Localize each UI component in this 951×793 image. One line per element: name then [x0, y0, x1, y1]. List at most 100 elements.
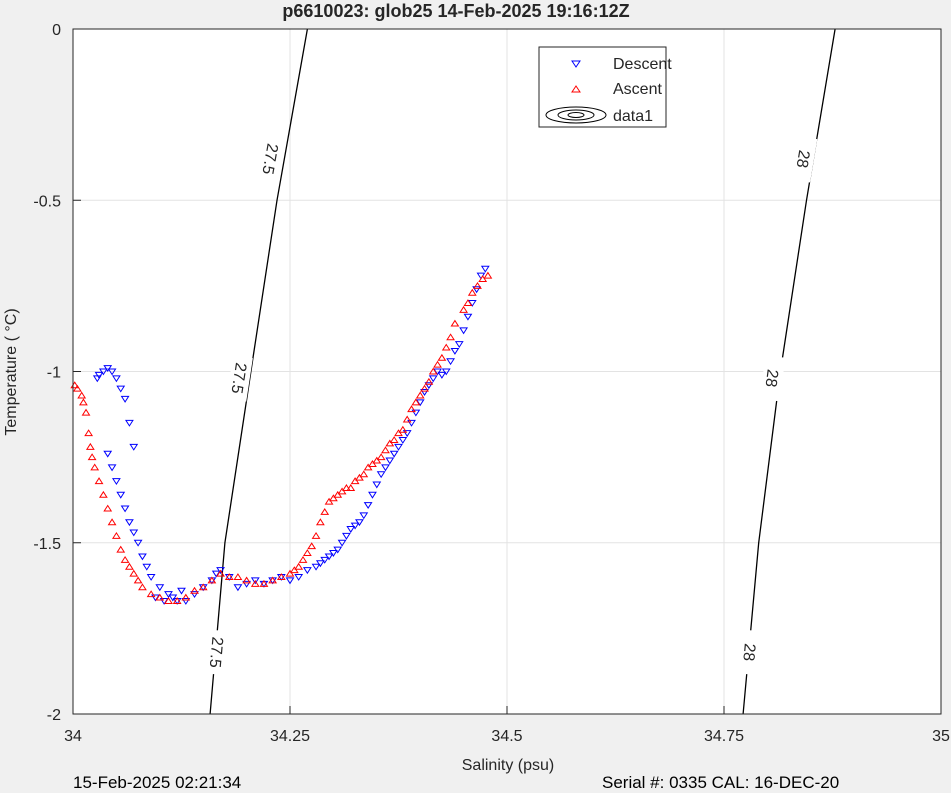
- data-point: [116, 545, 126, 553]
- contour-label-bg: [226, 355, 253, 402]
- legend-marker-contour: [545, 106, 607, 124]
- data-point: [407, 419, 416, 427]
- data-point: [190, 591, 199, 599]
- y-tick-label: -1.5: [33, 536, 61, 553]
- data-point: [389, 450, 399, 458]
- x-tick-label: 34: [64, 728, 82, 745]
- data-point: [302, 567, 312, 575]
- contour-label: 28: [739, 643, 758, 662]
- data-point: [385, 457, 395, 465]
- data-point: [437, 353, 447, 361]
- contour-line: [209, 28, 309, 715]
- data-point: [355, 519, 364, 527]
- data-point: [177, 587, 186, 595]
- data-point: [302, 549, 312, 557]
- data-point: [116, 385, 126, 393]
- data-point: [142, 563, 152, 571]
- legend-marker-ascent: [571, 85, 581, 93]
- data-point: [394, 443, 403, 451]
- data-point: [359, 470, 369, 478]
- data-point: [285, 569, 295, 577]
- data-point: [415, 391, 425, 399]
- data-point: [372, 481, 382, 489]
- contour-label: 27.5: [258, 142, 280, 176]
- data-point: [87, 453, 97, 461]
- data-point: [155, 584, 165, 592]
- data-point: [111, 478, 121, 486]
- data-point: [289, 566, 299, 574]
- grid-lines: [73, 29, 941, 714]
- data-point: [394, 429, 403, 437]
- data-point: [94, 477, 104, 485]
- footer-serial: Serial #: 0335 CAL: 16-DEC-20: [602, 773, 840, 792]
- data-point: [107, 518, 117, 526]
- data-point: [337, 539, 347, 547]
- data-point: [181, 597, 191, 605]
- data-point: [81, 408, 91, 416]
- y-tick-label: -2: [47, 707, 61, 724]
- data-point: [207, 576, 217, 584]
- data-point: [116, 491, 126, 499]
- data-point: [294, 574, 304, 581]
- data-point: [333, 490, 343, 498]
- data-point: [450, 319, 460, 327]
- x-axis-label: Salinity (psu): [462, 757, 554, 774]
- data-point: [250, 577, 260, 585]
- y-tick-label: 0: [52, 22, 61, 39]
- data-point: [242, 576, 252, 584]
- data-point: [168, 594, 178, 602]
- data-point: [146, 574, 156, 581]
- legend-label-descent: Descent: [613, 56, 672, 73]
- data-point: [342, 484, 351, 491]
- data-point: [428, 367, 438, 375]
- data-point: [315, 560, 325, 568]
- data-point: [103, 504, 113, 512]
- data-point: [368, 460, 377, 467]
- data-point: [411, 409, 421, 417]
- data-point: [125, 419, 134, 427]
- data-point: [324, 497, 334, 505]
- data-point: [320, 556, 330, 564]
- contour-label-bg: [759, 355, 786, 402]
- data-point: [79, 398, 88, 406]
- data-point: [198, 583, 208, 591]
- data-point: [346, 484, 356, 491]
- data-point: [350, 477, 360, 485]
- data-point: [233, 573, 243, 580]
- data-point: [446, 358, 455, 366]
- data-point: [350, 522, 360, 530]
- data-point: [333, 546, 343, 554]
- legend-box: [538, 46, 667, 128]
- data-point: [359, 512, 369, 520]
- legend-label-ascent: Ascent: [613, 81, 662, 98]
- data-point: [250, 579, 260, 587]
- data-point: [398, 425, 408, 433]
- data-point: [328, 494, 338, 502]
- contour-label-bg: [738, 629, 762, 676]
- data-point: [381, 446, 390, 454]
- chart-title: p6610023: glob25 14-Feb-2025 19:16:12Z: [282, 1, 629, 21]
- data-point: [424, 377, 434, 385]
- data-point: [454, 341, 464, 349]
- data-point: [103, 365, 113, 373]
- data-point: [92, 375, 102, 383]
- data-point: [224, 573, 234, 580]
- data-point: [285, 577, 295, 585]
- data-point: [446, 333, 455, 341]
- data-point: [402, 415, 412, 423]
- data-point: [111, 531, 121, 539]
- data-point: [155, 593, 165, 601]
- data-point: [84, 429, 94, 437]
- data-point: [480, 265, 490, 273]
- data-point: [107, 368, 117, 376]
- data-point: [98, 368, 108, 376]
- data-point: [441, 343, 451, 351]
- data-point: [372, 456, 382, 464]
- x-tick-label: 34.75: [704, 728, 744, 745]
- data-point: [315, 518, 325, 526]
- data-point: [478, 275, 488, 283]
- data-point: [120, 555, 130, 563]
- data-point: [111, 375, 121, 383]
- contour-label-bg: [205, 629, 229, 676]
